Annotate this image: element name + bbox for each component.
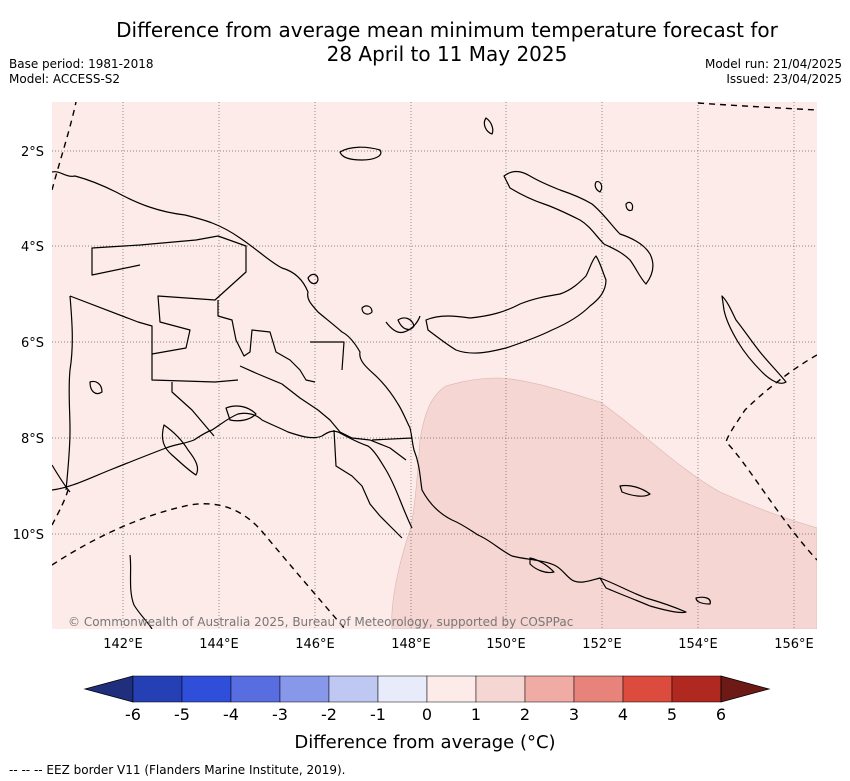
model-run: Model run: 21/04/2025 bbox=[704, 57, 842, 71]
colorbar-segment bbox=[426, 675, 477, 703]
colorbar-tick-label: -5 bbox=[174, 705, 190, 724]
lat-label-2s: 2°S bbox=[21, 145, 44, 160]
lon-label-146e: 146°E bbox=[295, 637, 335, 652]
meta-right: Model run: 21/04/2025 Issued: 23/04/2025 bbox=[705, 57, 842, 87]
colorbar-tick-label: -1 bbox=[370, 705, 386, 724]
lat-label-10s: 10°S bbox=[13, 528, 44, 543]
coastlines bbox=[52, 117, 787, 629]
colorbar-segment bbox=[132, 675, 183, 703]
colorbar-tick-label: -4 bbox=[223, 705, 239, 724]
lon-label-144e: 144°E bbox=[199, 637, 239, 652]
colorbar-tick-label: 1 bbox=[471, 705, 481, 724]
colorbar-tick-label: -3 bbox=[272, 705, 288, 724]
lon-label-148e: 148°E bbox=[391, 637, 431, 652]
lat-label-4s: 4°S bbox=[21, 240, 44, 255]
title-line-2: 28 April to 11 May 2025 bbox=[326, 42, 568, 66]
lon-label-152e: 152°E bbox=[582, 637, 622, 652]
colorbar-segment bbox=[279, 675, 330, 703]
colorbar-segment bbox=[328, 675, 379, 703]
eez-borders bbox=[52, 102, 817, 629]
colorbar: -6 -5 -4 -3 -2 -1 0 1 2 3 4 5 6 bbox=[83, 675, 771, 724]
meta-left: Base period: 1981-2018 Model: ACCESS-S2 bbox=[9, 57, 154, 87]
colorbar-label: Difference from average (°C) bbox=[294, 732, 556, 753]
colorbar-tick-label: 5 bbox=[667, 705, 677, 724]
lat-label-8s: 8°S bbox=[21, 432, 44, 447]
issued-date: Issued: 23/04/2025 bbox=[726, 72, 842, 86]
graticule bbox=[52, 102, 817, 629]
colorbar-tick-label: 2 bbox=[520, 705, 530, 724]
chart-title: Difference from average mean minimum tem… bbox=[0, 18, 850, 66]
lon-label-154e: 154°E bbox=[678, 637, 718, 652]
colorbar-segment bbox=[622, 675, 673, 703]
colorbar-tick-label: 6 bbox=[716, 705, 726, 724]
colorbar-tick-label: 4 bbox=[618, 705, 628, 724]
colorbar-segment bbox=[475, 675, 526, 703]
credit-text: © Commonwealth of Australia 2025, Bureau… bbox=[68, 615, 573, 629]
title-line-1: Difference from average mean minimum tem… bbox=[116, 18, 778, 42]
colorbar-tick-label: 0 bbox=[422, 705, 432, 724]
model-name: Model: ACCESS-S2 bbox=[9, 72, 121, 86]
lon-label-156e: 156°E bbox=[774, 637, 814, 652]
colorbar-extend-high bbox=[720, 675, 771, 703]
colorbar-extend-low bbox=[83, 675, 134, 703]
lon-label-150e: 150°E bbox=[486, 637, 526, 652]
eez-footnote: -- -- -- EEZ border V11 (Flanders Marine… bbox=[9, 763, 346, 777]
lat-label-6s: 6°S bbox=[21, 336, 44, 351]
colorbar-segment bbox=[524, 675, 575, 703]
base-period: Base period: 1981-2018 bbox=[9, 57, 154, 71]
colorbar-tick-label: -2 bbox=[321, 705, 337, 724]
colorbar-segment bbox=[671, 675, 722, 703]
lon-label-142e: 142°E bbox=[103, 637, 143, 652]
colorbar-segment bbox=[573, 675, 624, 703]
colorbar-tick-label: -6 bbox=[125, 705, 141, 724]
colorbar-tick-label: 3 bbox=[569, 705, 579, 724]
colorbar-segment bbox=[181, 675, 232, 703]
colorbar-segment bbox=[377, 675, 428, 703]
map-panel: © Commonwealth of Australia 2025, Bureau… bbox=[52, 102, 817, 629]
colorbar-segment bbox=[230, 675, 281, 703]
